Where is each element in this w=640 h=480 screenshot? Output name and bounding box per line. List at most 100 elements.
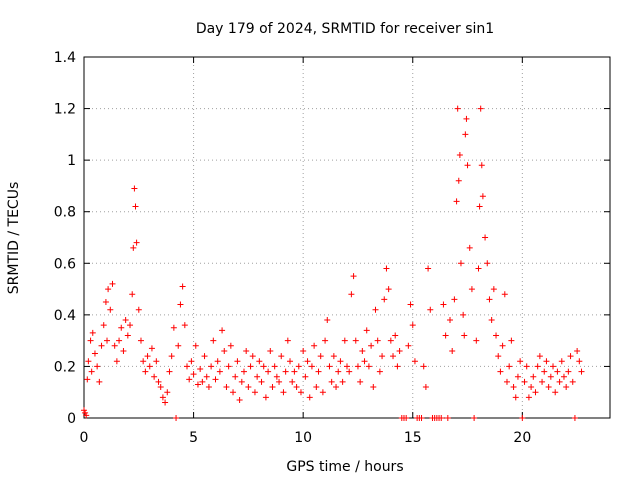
- data-point: [451, 296, 458, 303]
- data-point: [475, 265, 482, 272]
- data-point: [304, 358, 311, 365]
- data-point: [517, 358, 524, 365]
- y-tick-label: 0: [67, 411, 76, 427]
- data-point: [116, 337, 123, 344]
- data-point: [563, 384, 570, 391]
- data-point: [83, 412, 90, 419]
- data-point: [394, 363, 401, 370]
- data-point: [499, 342, 506, 349]
- y-tick-label: 0.6: [54, 256, 76, 272]
- data-point: [201, 353, 208, 360]
- data-point: [102, 298, 109, 305]
- data-point: [501, 291, 508, 298]
- data-point: [543, 358, 550, 365]
- data-point: [503, 378, 510, 385]
- data-point: [240, 368, 247, 375]
- data-point: [578, 368, 585, 375]
- data-point: [188, 358, 195, 365]
- data-point: [330, 353, 337, 360]
- data-point: [333, 384, 340, 391]
- data-point: [476, 203, 483, 210]
- data-point: [462, 131, 469, 138]
- data-point: [210, 337, 217, 344]
- data-point: [363, 327, 370, 334]
- data-point: [197, 366, 204, 373]
- data-point: [567, 353, 574, 360]
- data-point: [84, 376, 91, 383]
- data-point: [166, 368, 173, 375]
- y-tick-label: 1: [67, 153, 76, 169]
- data-point: [576, 358, 583, 365]
- data-point: [541, 368, 548, 375]
- data-point: [269, 384, 276, 391]
- data-point: [94, 363, 101, 370]
- data-point: [175, 342, 182, 349]
- data-point: [100, 322, 107, 329]
- data-point: [315, 368, 322, 375]
- data-point: [251, 389, 258, 396]
- data-point: [457, 260, 464, 267]
- data-point: [440, 301, 447, 308]
- data-point: [454, 105, 461, 112]
- y-tick-label: 0.8: [54, 205, 76, 221]
- data-point: [390, 353, 397, 360]
- data-point: [479, 193, 486, 200]
- data-point: [104, 337, 111, 344]
- data-point: [365, 363, 372, 370]
- data-point: [478, 162, 485, 169]
- data-point: [159, 394, 166, 401]
- data-point: [359, 347, 366, 354]
- data-point: [495, 353, 502, 360]
- data-point: [214, 358, 221, 365]
- data-point: [420, 363, 427, 370]
- data-point: [243, 347, 250, 354]
- data-point: [532, 389, 539, 396]
- data-point: [91, 350, 98, 357]
- data-point: [297, 389, 304, 396]
- data-point: [227, 342, 234, 349]
- data-point: [245, 384, 252, 391]
- data-point: [317, 353, 324, 360]
- data-point: [164, 389, 171, 396]
- data-point: [381, 296, 388, 303]
- data-point: [302, 373, 309, 380]
- data-point: [368, 342, 375, 349]
- data-point: [194, 381, 201, 388]
- data-point: [339, 378, 346, 385]
- data-point: [405, 342, 412, 349]
- x-axis-label: GPS time / hours: [286, 459, 403, 475]
- data-point: [418, 415, 425, 421]
- data-point: [313, 384, 320, 391]
- data-point: [153, 358, 160, 365]
- data-point: [319, 389, 326, 396]
- data-point: [514, 373, 521, 380]
- data-point: [146, 363, 153, 370]
- data-point: [376, 368, 383, 375]
- x-tick-label: 5: [189, 430, 198, 446]
- data-point: [354, 363, 361, 370]
- data-point: [350, 273, 357, 280]
- data-point: [403, 415, 410, 421]
- data-point: [271, 363, 278, 370]
- data-point: [422, 384, 429, 391]
- data-point: [322, 337, 329, 344]
- data-point: [461, 332, 468, 339]
- data-point: [490, 286, 497, 293]
- data-point: [148, 345, 155, 352]
- y-tick-label: 0.4: [54, 308, 76, 324]
- x-tick-label: 15: [404, 430, 422, 446]
- data-point: [560, 373, 567, 380]
- data-point: [449, 347, 456, 354]
- data-point: [326, 363, 333, 370]
- data-point: [324, 317, 331, 324]
- data-point: [155, 378, 162, 385]
- data-point: [124, 332, 131, 339]
- data-point: [249, 353, 256, 360]
- data-point: [82, 409, 89, 416]
- x-tick-label: 10: [294, 430, 312, 446]
- data-point: [508, 337, 515, 344]
- data-point: [411, 358, 418, 365]
- data-point: [89, 329, 96, 336]
- axis-ticks: 0 0.2 0.4 0.6 0.8 1 1.2 1.4 0 5 10 15 20: [54, 50, 610, 446]
- data-point: [328, 378, 335, 385]
